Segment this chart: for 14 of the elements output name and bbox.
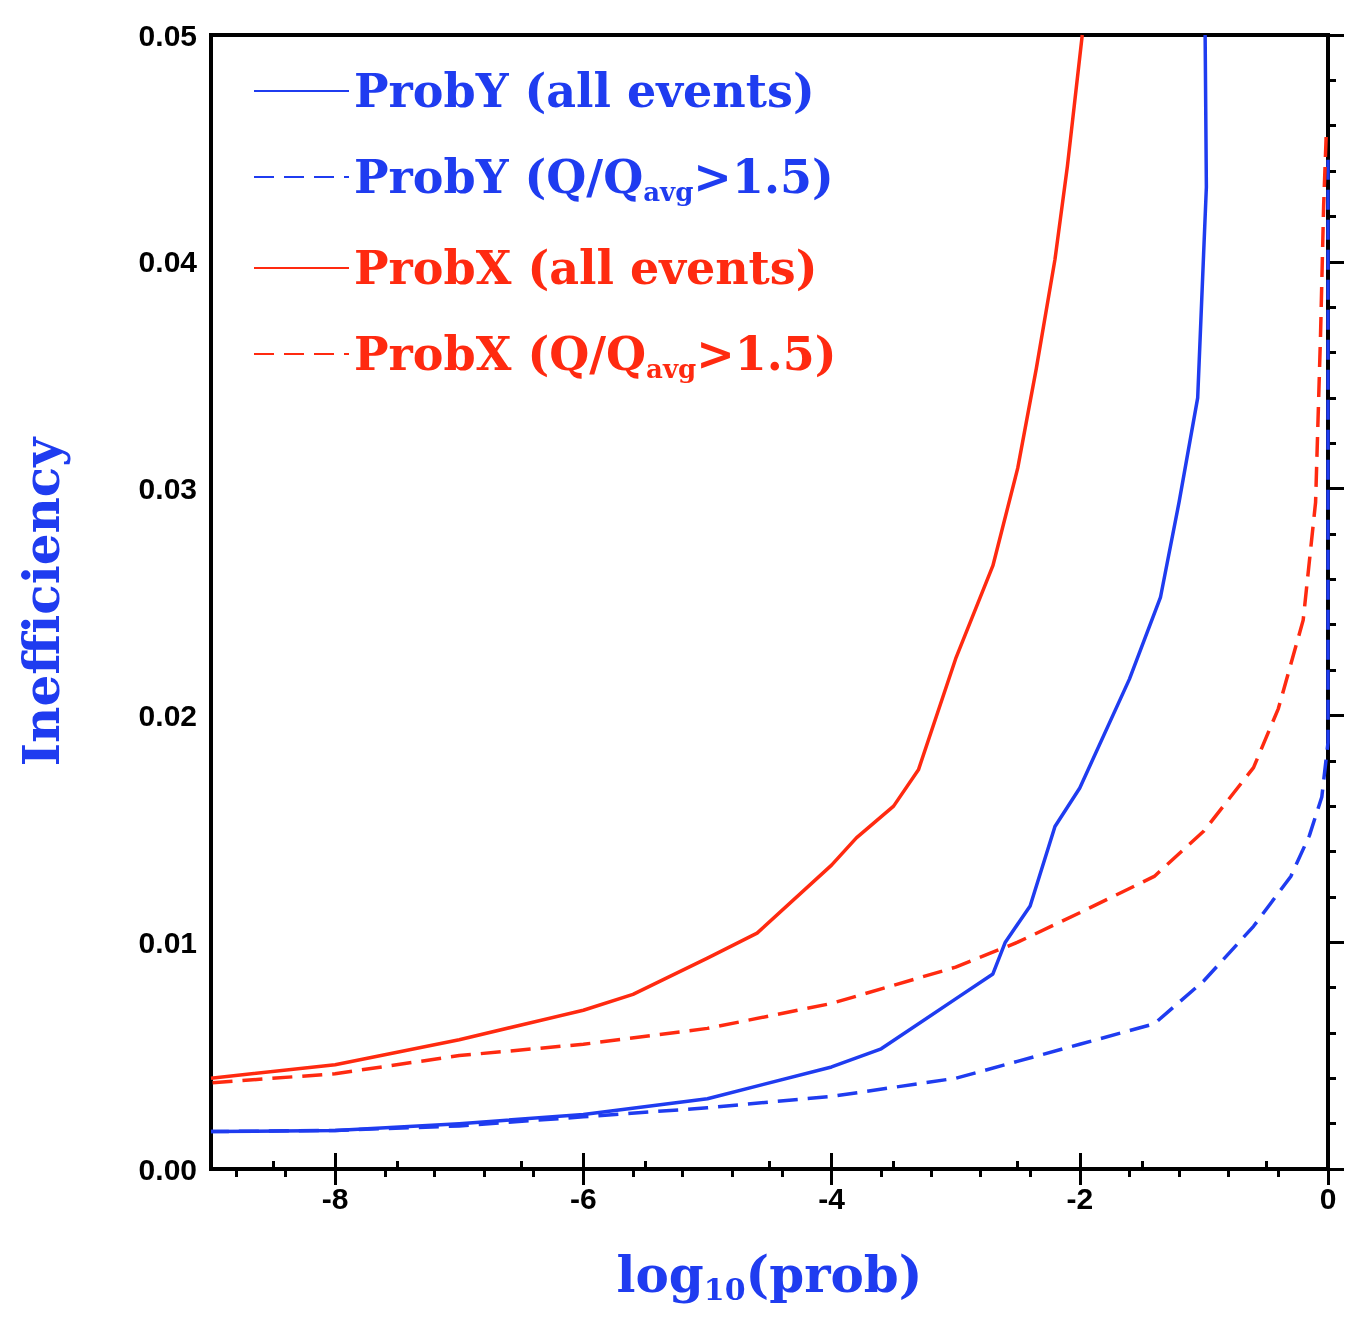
y-axis-title: Inefficiency — [11, 435, 71, 767]
legend-label: ProbX (all events) — [354, 241, 818, 295]
x-tick-label: -8 — [321, 1181, 349, 1215]
x-tick-label: 0 — [1319, 1181, 1337, 1215]
legend-label: ProbY (all events) — [354, 64, 815, 118]
y-tick-label: 0.05 — [138, 18, 197, 52]
y-tick-label: 0.01 — [138, 925, 197, 959]
x-tick-label: -2 — [1066, 1181, 1094, 1215]
y-tick-label: 0.03 — [138, 472, 197, 506]
y-tick-label: 0.04 — [138, 245, 198, 279]
x-tick-label: -6 — [569, 1181, 597, 1215]
y-tick-label: 0.02 — [138, 698, 197, 732]
x-tick-label: -4 — [818, 1181, 846, 1215]
y-tick-label: 0.00 — [138, 1152, 197, 1186]
